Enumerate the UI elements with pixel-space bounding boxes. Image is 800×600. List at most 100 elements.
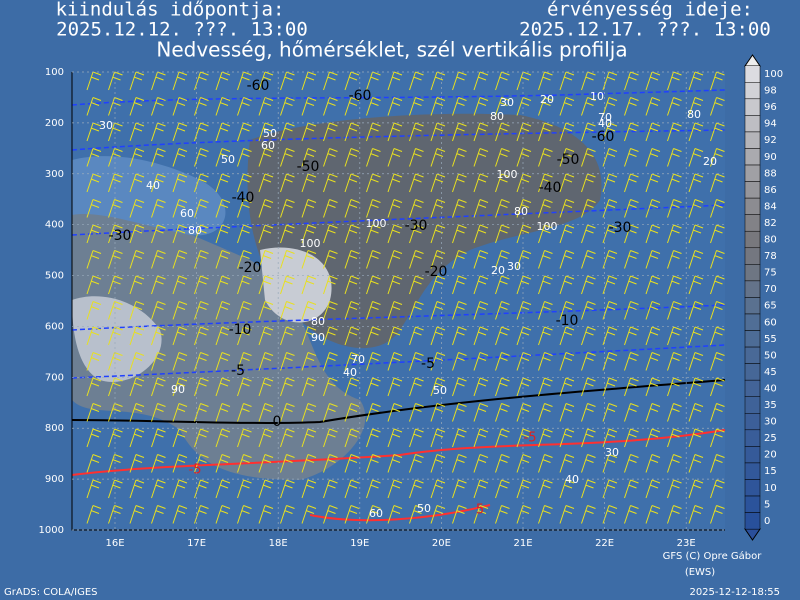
colorbar-label: 35 <box>764 400 777 411</box>
wind-barb <box>624 454 639 473</box>
wind-barb <box>409 199 424 218</box>
wind-barb <box>559 428 575 448</box>
colorbar-label: 45 <box>764 367 777 378</box>
wind-barb <box>86 428 102 448</box>
wind-barb <box>108 505 123 524</box>
colorbar-label: 15 <box>764 466 777 477</box>
wind-barb <box>667 224 682 244</box>
wind-barb <box>194 122 209 142</box>
wind-barb <box>538 301 553 320</box>
wind-barb <box>151 479 166 499</box>
wind-barb <box>172 352 188 371</box>
wind-barb <box>430 377 446 397</box>
wind-barb <box>473 173 489 193</box>
colorbar-label: 50 <box>764 350 777 361</box>
colorbar-label: 40 <box>764 383 777 394</box>
contour-label: 40 <box>146 179 160 192</box>
wind-barb <box>409 301 424 320</box>
wind-barb <box>215 97 231 116</box>
wind-barb <box>387 224 403 244</box>
wind-barb <box>129 454 145 473</box>
wind-barb <box>688 148 704 167</box>
wind-barb <box>258 173 274 193</box>
contour-label: 80 <box>188 224 202 237</box>
wind-barb <box>559 122 575 142</box>
wind-barb <box>215 199 231 218</box>
x-tick-label: 22E <box>595 538 614 549</box>
y-tick-label: 1000 <box>39 525 64 536</box>
wind-barb <box>473 71 489 91</box>
colorbar-label: 84 <box>764 201 777 212</box>
wind-barb <box>237 479 252 499</box>
wind-barb <box>473 224 489 244</box>
wind-barb <box>473 250 489 269</box>
wind-barb <box>624 301 639 320</box>
wind-barb <box>645 479 661 499</box>
wind-barb <box>366 479 381 499</box>
wind-barb <box>280 403 295 422</box>
wind-barb <box>452 326 467 346</box>
wind-barb <box>366 352 381 371</box>
wind-barb <box>516 97 532 116</box>
wind-barb <box>452 403 467 422</box>
wind-barb <box>108 454 123 473</box>
wind-barb <box>538 250 553 269</box>
contour-label: -30 <box>109 228 132 244</box>
wind-barb <box>495 173 510 193</box>
wind-barb <box>129 122 145 142</box>
wind-barb <box>688 122 704 142</box>
wind-barb <box>237 71 252 91</box>
colorbar-swatch <box>744 379 761 397</box>
contour-label: 100 <box>366 217 387 230</box>
colorbar-swatch <box>744 65 761 83</box>
wind-barb <box>366 505 381 524</box>
wind-barb <box>667 326 682 346</box>
colorbar-swatch <box>744 297 761 315</box>
wind-barb <box>559 250 575 269</box>
wind-barb <box>688 250 704 269</box>
wind-barb <box>258 97 274 116</box>
wind-barb <box>710 454 725 473</box>
wind-barb <box>301 199 317 218</box>
x-tick-label: 18E <box>269 538 288 549</box>
wind-barb <box>516 122 532 142</box>
wind-barb <box>430 148 446 167</box>
wind-barb <box>366 454 381 473</box>
colorbar-label: 86 <box>764 185 777 196</box>
wind-barb <box>86 122 102 142</box>
wind-barb <box>280 199 295 218</box>
wind-barb <box>710 122 725 142</box>
wind-barb <box>258 505 274 524</box>
wind-barb <box>387 71 403 91</box>
colorbar-label: 90 <box>764 152 777 163</box>
wind-barb <box>237 301 252 320</box>
wind-barb <box>409 250 424 269</box>
wind-barb <box>108 122 123 142</box>
wind-barb <box>151 148 166 167</box>
wind-barb <box>280 326 295 346</box>
colorbar-label: 70 <box>764 284 777 295</box>
wind-barb <box>258 428 274 448</box>
wind-barb <box>581 403 596 422</box>
wind-barb <box>473 403 489 422</box>
wind-barb <box>667 71 682 91</box>
wind-barb <box>688 428 704 448</box>
wind-barb <box>667 403 682 422</box>
wind-barb <box>430 97 446 116</box>
wind-barb <box>645 377 661 397</box>
wind-barb <box>215 377 231 397</box>
wind-barb <box>258 352 274 371</box>
wind-barb <box>710 173 725 193</box>
y-tick-label: 800 <box>45 423 64 434</box>
wind-barb <box>258 71 274 91</box>
wind-barb <box>516 250 532 269</box>
wind-barb <box>194 250 209 269</box>
wind-barb <box>452 505 467 524</box>
wind-barb <box>645 224 661 244</box>
wind-barb <box>538 428 553 448</box>
contour-label: 40 <box>343 366 357 379</box>
wind-barb <box>129 275 145 295</box>
wind-barb <box>495 352 510 371</box>
wind-barb <box>280 479 295 499</box>
wind-barb <box>538 275 553 295</box>
